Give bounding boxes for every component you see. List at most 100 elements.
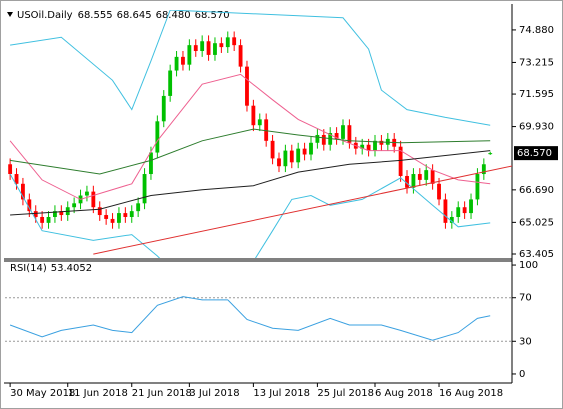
candle-body [417, 174, 422, 180]
indicator-line [9, 73, 491, 200]
candle-body [411, 174, 416, 188]
header-high: 68.645 [117, 10, 152, 21]
y-tick-label: 74.880 [519, 25, 554, 36]
symbol-title: USOil.Daily [17, 10, 73, 21]
candle-body [443, 199, 448, 223]
y-tick-label: 66.690 [519, 185, 554, 196]
candle-body [379, 140, 384, 145]
candle-body [174, 56, 179, 71]
header: USOil.Daily 68.555 68.645 68.480 68.570 [17, 10, 230, 21]
candle-body [14, 174, 19, 184]
indicator-line [10, 128, 491, 175]
candle-body [424, 170, 429, 180]
header-open: 68.555 [78, 10, 113, 21]
candle-body [104, 215, 109, 219]
candle-body [296, 148, 301, 163]
y-tick-label: 30 [519, 336, 532, 347]
candle-body [315, 134, 320, 143]
candle-body [456, 207, 461, 217]
candle-body [59, 211, 64, 216]
candle-body [341, 125, 345, 139]
candle-body [405, 175, 409, 188]
candle-body [149, 152, 153, 175]
y-tick-label: 100 [519, 260, 538, 271]
current-price-box [514, 146, 558, 161]
candle-body [27, 199, 32, 212]
candle-body [321, 134, 326, 145]
candle-body [469, 199, 473, 214]
y-tick-label: 71.595 [519, 89, 554, 100]
candle-body [97, 207, 102, 216]
candle-body [488, 153, 493, 155]
candle-body [289, 150, 294, 163]
candle-body [91, 191, 96, 208]
rsi-line [9, 296, 491, 341]
candle-body [136, 203, 141, 212]
menu-arrow [7, 12, 13, 17]
candle-body [251, 105, 256, 126]
candle-body [398, 146, 403, 176]
y-tick-label: 63.405 [519, 249, 554, 260]
x-tick-label: 16 Aug 2018 [439, 388, 503, 399]
candle-body [46, 216, 51, 223]
candle-body [213, 43, 217, 55]
candle-body [123, 213, 128, 217]
x-tick-label: 25 Jul 2018 [317, 388, 374, 399]
x-tick-label: 21 Jun 2018 [132, 388, 192, 399]
candle-body [449, 216, 454, 223]
candle-body [309, 142, 313, 155]
y-tick-label: 0 [519, 369, 525, 380]
indicator-line [10, 10, 491, 126]
candle-body [283, 150, 288, 167]
candle-body [347, 125, 352, 143]
candle-body [142, 174, 147, 204]
candle-body [373, 140, 377, 151]
candle-body [193, 45, 198, 52]
x-tick-label: 13 Jul 2018 [253, 388, 310, 399]
x-tick-label: 30 May 2018 [10, 388, 75, 399]
indicator-line [93, 165, 512, 255]
candle-body [33, 211, 38, 217]
candle-body [481, 164, 486, 175]
candle-body [129, 211, 134, 217]
candle-body [270, 140, 275, 159]
candle-body [366, 144, 371, 151]
candle-body [302, 148, 307, 155]
candle-body [257, 119, 262, 126]
indicator-line [10, 150, 491, 216]
candle-body [85, 191, 89, 196]
candle-body [462, 207, 467, 214]
candle-body [206, 41, 211, 55]
candle-body [40, 216, 45, 223]
candle-body [181, 56, 185, 65]
header-close: 68.570 [195, 10, 230, 21]
x-tick-label: 11 Jun 2018 [68, 388, 128, 399]
candle-body [200, 41, 205, 52]
candle-body [264, 119, 269, 141]
candle-body [238, 45, 243, 67]
candle-body [168, 70, 173, 96]
candle-body [21, 183, 25, 200]
y-tick-label: 73.215 [519, 57, 554, 68]
candle-body [161, 95, 166, 122]
indicator-line [9, 173, 491, 258]
rsi-value: 53.4052 [51, 263, 92, 274]
candle-body [117, 213, 121, 223]
candle-body [110, 218, 115, 223]
candle-body [245, 66, 249, 106]
candle-body [277, 158, 281, 167]
candle-body [155, 121, 160, 153]
x-tick-label: 3 Jul 2018 [189, 388, 239, 399]
candle-body [360, 144, 365, 149]
y-tick-label: 69.930 [519, 122, 554, 133]
y-tick-label: 65.025 [519, 217, 554, 228]
candle-body [187, 45, 192, 65]
candle-body [437, 183, 441, 200]
candle-body [475, 174, 480, 200]
candle-body [219, 43, 224, 48]
rsi-header: RSI(14) 53.4052 [10, 263, 92, 274]
candle-body [232, 37, 237, 46]
candle-body [8, 164, 13, 175]
